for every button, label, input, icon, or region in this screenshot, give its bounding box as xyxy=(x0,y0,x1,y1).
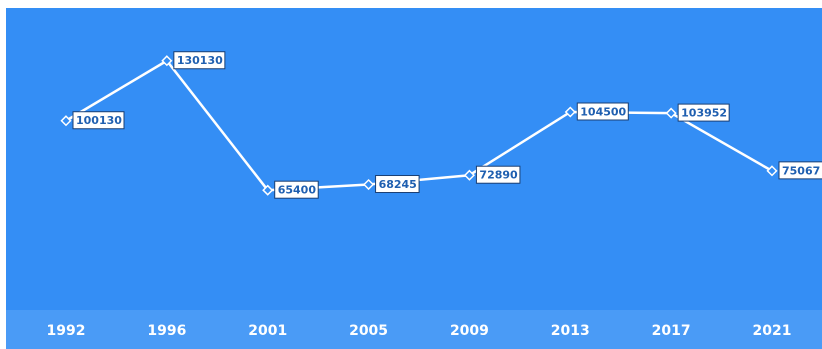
data-point-marker xyxy=(665,107,677,119)
chart-canvas: 100130 130130 65400 68245 72890 104500 103952 7… xyxy=(6,8,822,349)
data-label: 68245 xyxy=(375,175,420,194)
x-tick-label: 1996 xyxy=(147,323,186,339)
data-label-box xyxy=(274,180,319,199)
x-tick-label: 2021 xyxy=(753,323,792,339)
x-tick-label: 2013 xyxy=(551,323,590,339)
x-axis-ticks: 1992 1996 2001 2005 2009 2013 2017 2021 xyxy=(47,323,792,339)
data-label-box xyxy=(778,161,822,180)
data-point-marker xyxy=(564,106,576,118)
data-label-text: 103952 xyxy=(681,107,727,120)
data-label: 65400 xyxy=(274,180,319,199)
data-point-marker xyxy=(262,184,274,196)
data-point-marker xyxy=(60,115,72,127)
data-label-text: 75067 xyxy=(782,164,820,177)
x-tick-label: 2017 xyxy=(652,323,691,339)
data-label-text: 72890 xyxy=(479,169,518,182)
x-tick-label: 1992 xyxy=(47,323,86,339)
data-label-box xyxy=(576,102,629,121)
line-chart: 100130 130130 65400 68245 72890 104500 103952 7… xyxy=(6,8,822,349)
data-point-marker xyxy=(363,178,375,191)
data-point-marker xyxy=(161,55,173,67)
x-tick-label: 2009 xyxy=(450,323,489,339)
data-label-box xyxy=(173,51,226,70)
data-label-box xyxy=(375,175,420,194)
data-label-box xyxy=(475,165,521,184)
marker-layer xyxy=(60,55,778,196)
data-label: 100130 xyxy=(72,111,125,130)
data-label: 104500 xyxy=(576,102,629,121)
data-label-box xyxy=(677,103,730,122)
data-point-marker xyxy=(766,165,778,177)
x-tick-label: 2005 xyxy=(349,323,388,339)
data-label-text: 104500 xyxy=(580,106,626,119)
x-tick-label: 2001 xyxy=(248,323,287,339)
data-label: 103952 xyxy=(677,103,730,122)
data-label-text: 68245 xyxy=(379,178,417,191)
data-label: 72890 xyxy=(475,165,521,184)
data-point-marker xyxy=(463,169,475,181)
x-axis-band xyxy=(6,310,822,349)
data-label-text: 130130 xyxy=(177,54,223,67)
data-label-text: 100130 xyxy=(76,114,122,127)
data-label: 130130 xyxy=(173,51,226,70)
data-label-box xyxy=(72,111,125,130)
data-label: 75067 xyxy=(778,161,822,180)
data-label-layer: 100130 130130 65400 68245 72890 104500 103952 7… xyxy=(72,51,822,199)
data-label-text: 65400 xyxy=(278,184,317,197)
